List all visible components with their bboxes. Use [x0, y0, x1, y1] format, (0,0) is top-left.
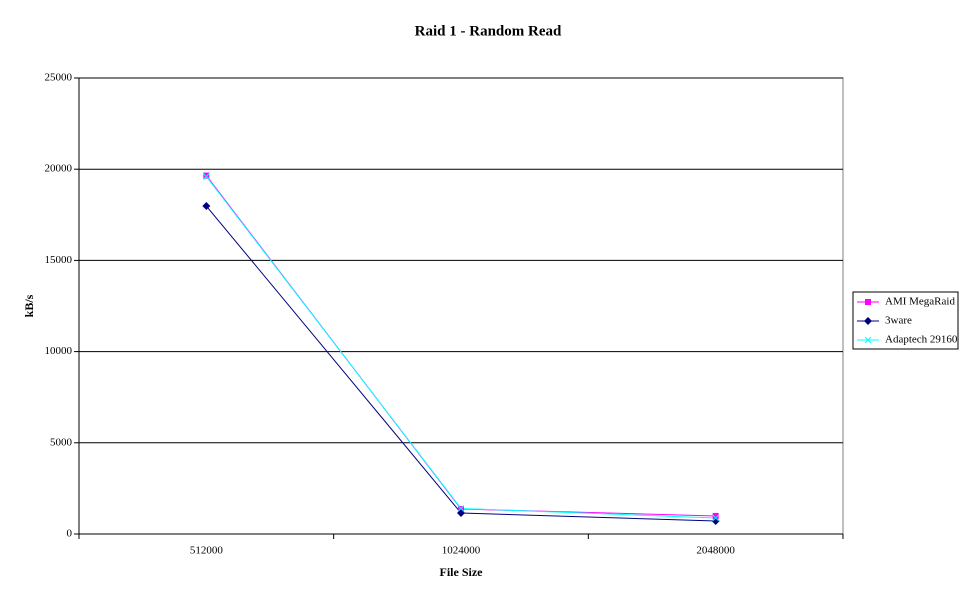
legend-label: 3ware: [885, 315, 912, 327]
marker: [457, 505, 465, 512]
y-axis-label: kB/s: [22, 294, 36, 317]
series-line: [205, 175, 716, 517]
y-tick-label: 5000: [50, 436, 73, 448]
marker: [711, 517, 720, 526]
marker: [712, 514, 720, 522]
y-tick-label: 0: [67, 528, 73, 540]
x-tick-label: 1024000: [442, 545, 481, 557]
x-tick-label: 512000: [190, 545, 224, 557]
series-line: [205, 205, 716, 522]
legend-label: Adaptech 29160: [885, 334, 958, 346]
marker: [712, 512, 719, 519]
marker: [202, 173, 210, 180]
legend-label: AMI MegaRaid: [885, 296, 955, 308]
legend-marker: [864, 336, 872, 344]
chart-title: Raid 1 - Random Read: [415, 23, 562, 39]
y-tick-label: 15000: [45, 254, 73, 266]
marker: [203, 172, 210, 179]
x-axis-label: File Size: [440, 565, 484, 579]
legend-marker: [864, 317, 872, 325]
x-tick-label: 2048000: [696, 545, 735, 557]
y-tick-label: 25000: [45, 72, 73, 84]
plot-area: [78, 77, 844, 535]
y-tick-label: 20000: [45, 163, 73, 175]
y-tick-label: 10000: [45, 345, 73, 357]
marker: [202, 202, 211, 211]
series-line: [205, 176, 716, 519]
legend-marker: [865, 299, 871, 305]
